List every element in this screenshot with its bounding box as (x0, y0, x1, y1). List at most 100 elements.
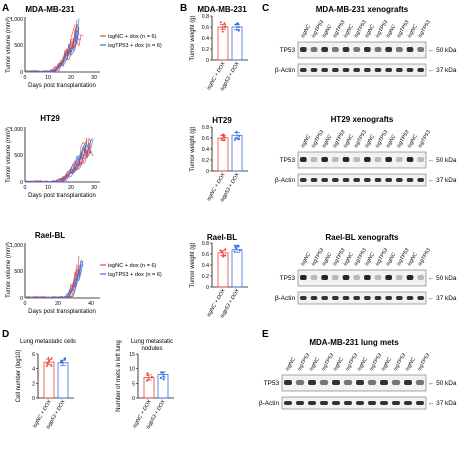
band-actin (300, 178, 307, 182)
y-tick-label: 5 (132, 381, 135, 387)
kda-marker: ← 50 kDa (428, 157, 457, 164)
data-point (233, 244, 236, 247)
x-tick: 0 (24, 75, 27, 81)
band-actin (417, 68, 424, 72)
x-tick: 10 (45, 75, 51, 81)
y-tick: 1,000 (10, 127, 23, 133)
blot-title: Rael-BL xenografts (325, 233, 399, 242)
growth-curves (24, 256, 84, 299)
kda-marker: ← 50 kDa (428, 275, 457, 282)
growth-curves (24, 18, 84, 73)
band-tp53 (396, 47, 403, 52)
data-point (235, 244, 238, 247)
band-tp53 (417, 275, 424, 280)
data-point (223, 138, 226, 141)
data-point (146, 372, 149, 375)
y-axis-label: Tumor weight (g) (190, 15, 196, 60)
band-actin (385, 178, 392, 182)
bar (43, 361, 55, 399)
kda-marker: ← 50 kDa (428, 380, 457, 387)
y-tick-label: 0.4 (202, 36, 209, 42)
blot-frame (297, 291, 427, 305)
band-tp53 (374, 275, 382, 280)
band-actin (416, 401, 424, 405)
y-tick-label: 0.8 (202, 14, 209, 20)
bar (217, 137, 229, 172)
y-tick: 0 (20, 296, 23, 302)
growth-curve (24, 140, 88, 183)
blot-title: MDA-MB-231 xenografts (316, 5, 409, 14)
band-tp53 (364, 47, 371, 52)
data-point (219, 249, 222, 252)
data-point (64, 358, 67, 361)
data-point (46, 362, 49, 365)
weight-title: MDA-MB-231 (197, 5, 247, 14)
band-actin (342, 68, 350, 72)
band-actin (342, 178, 350, 182)
y-axis-label: Cell number (log10) (16, 350, 22, 403)
growth-curve (25, 142, 90, 183)
x-tick: 30 (91, 185, 97, 191)
growth-curve (24, 29, 80, 73)
blot-frame (281, 396, 427, 410)
data-point (222, 255, 225, 258)
data-point (145, 379, 148, 382)
band-tp53 (344, 380, 352, 385)
data-point (147, 378, 150, 381)
growth-xlabel: Days post transplantation (28, 309, 96, 315)
band-tp53 (321, 157, 328, 162)
lane-label: isgTP53 (417, 19, 432, 39)
band-actin (310, 178, 318, 182)
y-axis-label: Tumor weight (g) (190, 242, 196, 287)
band-tp53 (320, 380, 328, 385)
band-tp53 (284, 380, 292, 385)
blot-title: MDA-MB-231 lung mets (309, 338, 399, 347)
weight-title: Rael-BL (207, 233, 237, 242)
data-point (48, 359, 51, 362)
band-actin (396, 296, 403, 300)
panel-label-e: E (262, 329, 269, 340)
row-label: β-Actin (275, 177, 295, 184)
y-tick-label: 0.4 (202, 147, 209, 153)
y-tick: 1,000 (10, 17, 23, 23)
data-point (223, 22, 226, 25)
band-tp53 (332, 275, 339, 280)
lane-label: isgNC (285, 357, 297, 372)
band-actin (353, 296, 360, 300)
data-point (219, 21, 222, 24)
blot-mda: MDA-MB-231 xenograftsisgNCisgTP53isgNCis… (275, 5, 457, 77)
y-tick-label: 0.6 (202, 25, 209, 31)
band-actin (364, 296, 371, 300)
growth-curve (24, 19, 78, 73)
data-point (223, 26, 226, 29)
band-actin (332, 296, 339, 300)
growth-chart-raelbl: Rael-BL Tumor volume (mm³) 0 500 1,000 0… (6, 231, 162, 315)
band-actin (321, 178, 328, 182)
lane-label: isgTP53 (417, 129, 432, 149)
lane-label: isgNC (333, 357, 345, 372)
mets-nodules-chart: Lung metastatic nodules 0 5 10 15 Number of … (116, 339, 174, 430)
lane-label: isgNC (381, 357, 393, 372)
data-point (220, 251, 223, 254)
data-point (47, 356, 50, 359)
y-tick: 500 (14, 269, 23, 275)
band-tp53 (300, 275, 307, 280)
band-tp53 (392, 380, 400, 385)
band-actin (344, 401, 352, 405)
y-tick-label: 0.2 (202, 158, 209, 164)
band-tp53 (300, 157, 307, 162)
data-point (237, 244, 240, 247)
band-actin (342, 296, 350, 300)
data-point (50, 357, 53, 360)
weight-chart-mda: MDA-MB-231 0 0.2 0.4 0.6 0.8 Tumor weight (g)… (190, 5, 248, 92)
y-tick-label: 2 (32, 381, 35, 387)
band-actin (296, 401, 304, 405)
data-point (234, 137, 237, 140)
blot-frame (297, 173, 427, 187)
band-actin (332, 401, 340, 405)
mets-nodules-title-2: nodules (141, 346, 162, 352)
band-actin (406, 296, 414, 300)
data-point (159, 377, 162, 380)
